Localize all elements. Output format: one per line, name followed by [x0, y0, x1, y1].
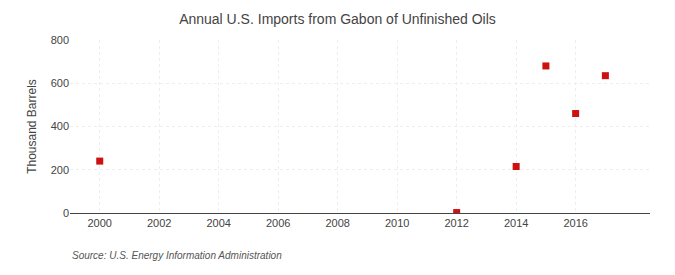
svg-text:2010: 2010 — [385, 217, 409, 229]
svg-text:2008: 2008 — [325, 217, 349, 229]
svg-text:0: 0 — [63, 207, 69, 219]
svg-text:2014: 2014 — [504, 217, 528, 229]
svg-text:800: 800 — [51, 34, 69, 46]
svg-text:Thousand Barrels: Thousand Barrels — [25, 79, 39, 174]
svg-text:400: 400 — [51, 120, 69, 132]
svg-text:2012: 2012 — [444, 217, 468, 229]
svg-text:2000: 2000 — [87, 217, 111, 229]
svg-text:2016: 2016 — [563, 217, 587, 229]
svg-text:Annual U.S. Imports from Gabon: Annual U.S. Imports from Gabon of Unfini… — [179, 11, 496, 27]
svg-text:2006: 2006 — [266, 217, 290, 229]
svg-text:600: 600 — [51, 77, 69, 89]
svg-text:Source: U.S. Energy Informatio: Source: U.S. Energy Information Administ… — [72, 250, 282, 261]
svg-text:2004: 2004 — [206, 217, 230, 229]
svg-text:2002: 2002 — [147, 217, 171, 229]
svg-text:200: 200 — [51, 164, 69, 176]
